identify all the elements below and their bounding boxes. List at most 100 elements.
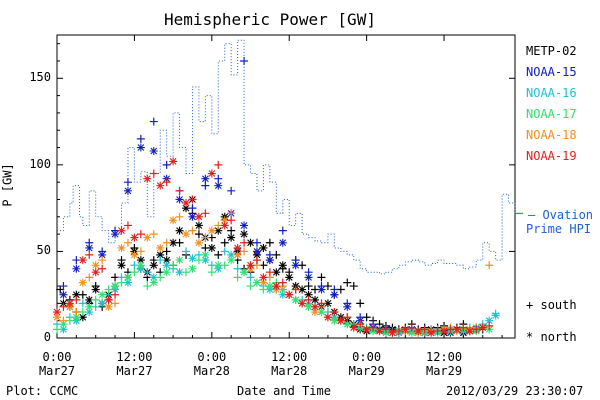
south-point: [149, 230, 158, 239]
north-point: [452, 325, 461, 334]
north-point: [465, 327, 474, 336]
north-point: [149, 147, 158, 156]
north-point: [123, 273, 132, 282]
north-point: [156, 181, 165, 190]
north-point: [85, 308, 94, 317]
north-point: [85, 302, 94, 311]
north-point: [207, 169, 216, 178]
north-point: [182, 230, 191, 239]
south-point: [201, 209, 210, 218]
south-point: [227, 226, 236, 235]
north-point: [323, 299, 332, 308]
north-point: [91, 268, 100, 277]
south-point: [394, 327, 403, 336]
north-point: [194, 212, 203, 221]
north-point: [311, 302, 320, 311]
south-point: [85, 273, 94, 282]
north-point: [98, 299, 107, 308]
legend-noaa-15: NOAA-15: [526, 65, 577, 79]
south-point: [278, 226, 287, 235]
north-point: [117, 226, 126, 235]
north-point: [182, 198, 191, 207]
north-point: [85, 295, 94, 304]
south-point: [240, 247, 249, 256]
south-point: [156, 273, 165, 282]
north-point: [317, 285, 326, 294]
north-point: [427, 328, 436, 337]
north-point: [304, 302, 313, 311]
north-point: [285, 273, 294, 282]
north-point: [169, 157, 178, 166]
south-point: [59, 316, 68, 325]
south-point: [207, 268, 216, 277]
south-point: [369, 323, 378, 332]
south-point: [53, 325, 61, 334]
north-point: [156, 243, 165, 252]
north-point: [362, 325, 371, 334]
north-point: [201, 174, 210, 183]
north-point: [240, 221, 249, 230]
south-point: [162, 247, 171, 256]
south-point: [420, 325, 429, 334]
south-point: [227, 209, 236, 218]
north-point: [388, 328, 397, 337]
south-point: [259, 285, 268, 294]
south-point: [111, 299, 120, 308]
north-point: [485, 316, 494, 325]
north-point: [72, 264, 81, 273]
south-point: [407, 323, 416, 332]
north-point: [59, 325, 68, 334]
x-tick-label: 0:00 Mar28: [193, 350, 230, 378]
north-point: [85, 243, 94, 252]
south-point: [182, 268, 191, 277]
x-tick-label: 12:00 Mar28: [271, 350, 308, 378]
north-point: [240, 230, 249, 239]
south-point: [201, 233, 210, 242]
north-point: [272, 282, 281, 291]
y-tick-label: 100: [29, 156, 51, 171]
north-point: [278, 238, 287, 247]
south-point: [123, 178, 132, 187]
south-point: [356, 299, 365, 308]
south-point: [485, 261, 494, 270]
north-point: [343, 320, 352, 329]
south-point: [252, 256, 261, 265]
north-point: [207, 226, 216, 235]
north-point: [188, 264, 197, 273]
north-point: [130, 233, 139, 242]
south-point: [149, 169, 158, 178]
south-point: [111, 290, 120, 299]
north-point: [440, 327, 449, 336]
north-point: [59, 290, 68, 299]
north-point: [136, 143, 145, 152]
north-point: [272, 268, 281, 277]
south-point: [227, 186, 236, 195]
legend-noaa-16: NOAA-16: [526, 86, 577, 100]
south-point: [169, 261, 178, 270]
south-point: [343, 278, 352, 287]
north-point: [91, 285, 100, 294]
ovation-legend-line1: — Ovation: [528, 208, 594, 222]
south-point: [91, 295, 100, 304]
north-point: [349, 323, 358, 332]
south-point: [343, 313, 352, 322]
north-point: [188, 254, 197, 263]
y-tick-label: 50: [36, 243, 51, 258]
north-point: [201, 250, 210, 259]
north-point: [188, 212, 197, 221]
north-point: [149, 261, 158, 270]
north-point: [401, 325, 410, 334]
north-point: [72, 290, 81, 299]
x-tick-label: 12:00 Mar29: [425, 350, 463, 378]
south-point: [252, 238, 261, 247]
y-tick-label: 150: [29, 70, 51, 85]
x-tick-label: 0:00 Mar29: [348, 350, 385, 378]
ovation-line: [57, 39, 516, 275]
south-point: [143, 282, 152, 291]
legend-metp-02: METP-02: [526, 44, 577, 58]
north-point: [207, 243, 216, 252]
north-point: [130, 250, 139, 259]
north-point: [78, 278, 87, 287]
north-point: [330, 290, 339, 299]
north-point: [123, 278, 132, 287]
